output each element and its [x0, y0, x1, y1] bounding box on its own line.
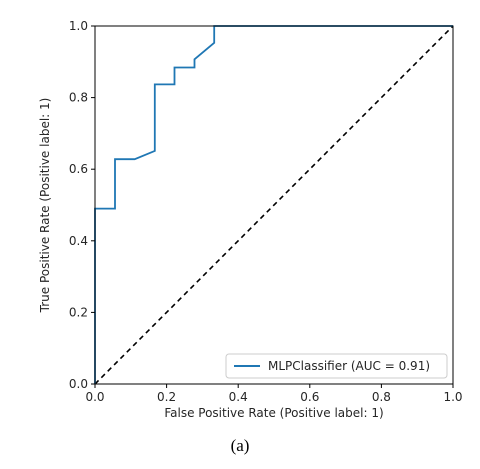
x-axis-label: False Positive Rate (Positive label: 1) [164, 406, 383, 420]
y-tick-label: 0.6 [69, 162, 88, 176]
axes-frame [94, 25, 454, 385]
legend: MLPClassifier (AUC = 0.91) [225, 353, 448, 379]
x-tick-label: 0.4 [229, 390, 248, 404]
y-tick-label: 1.0 [69, 19, 88, 33]
figure-caption: (a) [230, 436, 250, 455]
ticks-layer: 0.0 0.2 0.4 0.6 0.8 1.0 0.0 0.2 0.4 0.6 0.8 1.0 [69, 19, 463, 404]
x-tick-label: 0.6 [300, 390, 319, 404]
y-axis-label: True Positive Rate (Positive label: 1) [38, 98, 52, 314]
legend-box [225, 353, 448, 379]
legend-series-label: MLPClassifier (AUC = 0.91) [268, 359, 430, 373]
roc-curve-series-0 [94, 25, 453, 384]
y-tick-label: 0.8 [69, 91, 88, 105]
y-tick-label: 0.0 [69, 377, 88, 391]
y-tick-label: 0.4 [69, 234, 88, 248]
chance-level-line [94, 25, 454, 385]
x-tick-label: 0.8 [372, 390, 391, 404]
x-tick-label: 0.2 [157, 390, 176, 404]
roc-chart: 0.0 0.2 0.4 0.6 0.8 1.0 0.0 0.2 0.4 0.6 0.8 1.0 Fal… [38, 19, 463, 420]
y-tick-label: 0.2 [69, 305, 88, 319]
x-tick-label: 0.0 [85, 390, 104, 404]
x-tick-label: 1.0 [443, 390, 462, 404]
plot-layer [94, 25, 454, 385]
